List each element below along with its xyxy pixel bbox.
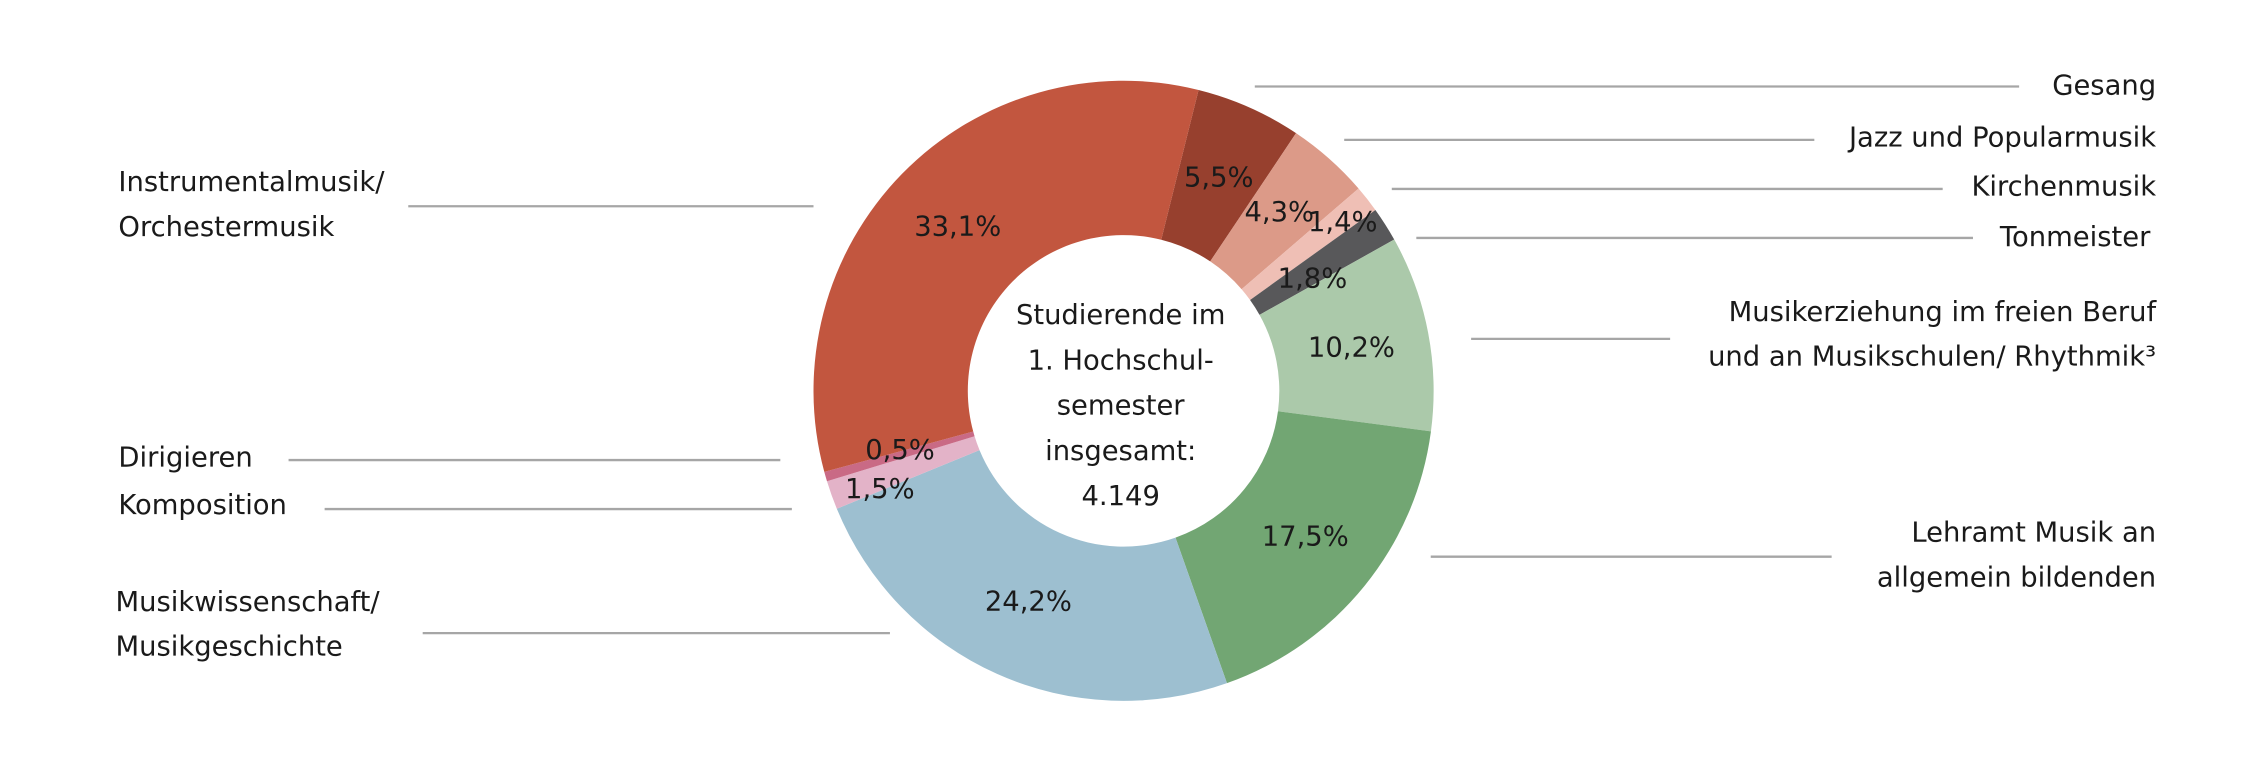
value-label: 0,5% — [865, 435, 935, 466]
category-label: Dirigieren — [118, 442, 252, 473]
value-label: 17,5% — [1262, 521, 1349, 552]
donut-segment — [1175, 411, 1431, 684]
category-label: Musikwissenschaft/Musikgeschichte — [116, 586, 381, 662]
value-label: 1,8% — [1278, 263, 1348, 294]
donut-segment — [813, 80, 1199, 472]
center-total: 4.149 — [1081, 481, 1159, 512]
category-label: Kirchenmusik — [1971, 171, 2156, 202]
value-label: 33,1% — [914, 211, 1001, 242]
donut-segment — [824, 431, 975, 482]
donut-segment — [826, 436, 980, 509]
value-label: 5,5% — [1184, 162, 1254, 193]
category-label: Gesang — [2052, 70, 2156, 101]
value-label: 10,2% — [1308, 332, 1395, 363]
category-label: Tonmeister — [1999, 221, 2151, 252]
category-label: Instrumentalmusik/Orchestermusik — [118, 167, 385, 243]
category-label: Musikerziehung im freien Beruf und an Mus… — [1708, 296, 2157, 372]
donut-segment — [836, 450, 1227, 701]
category-label: Komposition — [118, 490, 287, 521]
donut-segment — [1210, 133, 1359, 290]
value-label: 4,3% — [1245, 197, 1315, 228]
donut-segment — [1241, 188, 1376, 300]
value-label: 1,4% — [1308, 207, 1378, 238]
donut-segment — [1259, 239, 1434, 432]
center-label: Studierende im 1. Hochschul-semester insge… — [1016, 299, 1225, 466]
donut-segment — [1161, 89, 1297, 262]
donut-segment — [1250, 209, 1395, 315]
category-label: Jazz und Popularmusik — [1847, 122, 2156, 153]
category-label: Lehramt Musik an allgemein bildenden — [1877, 517, 2156, 593]
value-label: 1,5% — [845, 474, 915, 505]
value-label: 24,2% — [985, 586, 1072, 617]
